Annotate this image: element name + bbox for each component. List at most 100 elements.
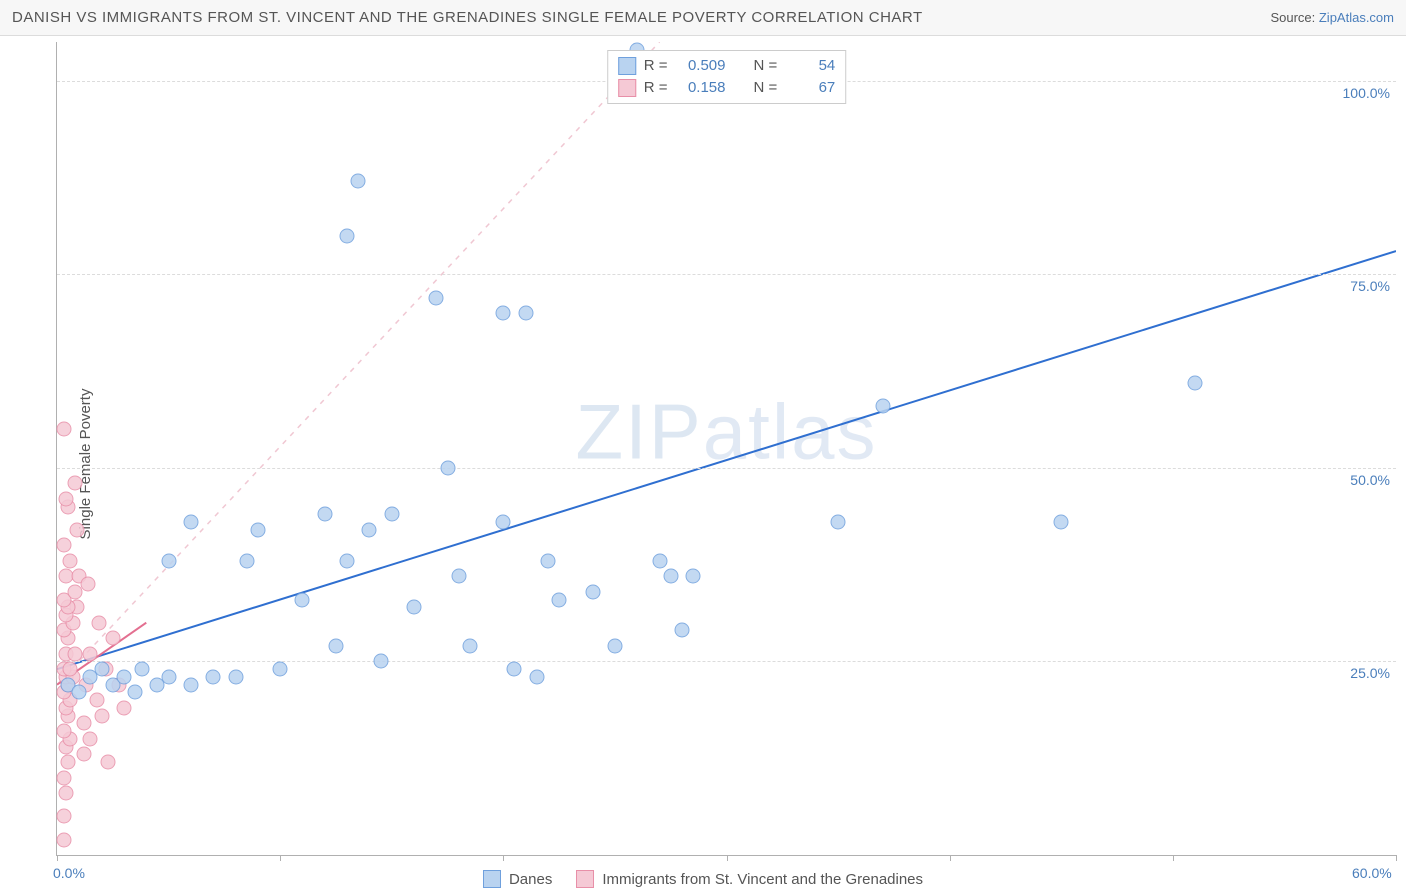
data-point-svg_immigrants: [56, 422, 71, 437]
legend-top: R =0.509N =54R =0.158N =67: [607, 50, 847, 104]
data-point-svg_immigrants: [67, 646, 82, 661]
data-point-svg_immigrants: [67, 476, 82, 491]
legend-R-value: 0.509: [676, 55, 726, 77]
legend-item-immigrants: Immigrants from St. Vincent and the Gren…: [576, 870, 923, 888]
data-point-svg_immigrants: [58, 491, 73, 506]
y-tick-label: 75.0%: [1350, 278, 1390, 294]
y-tick-label: 50.0%: [1350, 472, 1390, 488]
chart-header: DANISH VS IMMIGRANTS FROM ST. VINCENT AN…: [0, 0, 1406, 36]
data-point-danes: [674, 623, 689, 638]
y-tick-label: 25.0%: [1350, 665, 1390, 681]
data-point-danes: [128, 685, 143, 700]
data-point-svg_immigrants: [92, 615, 107, 630]
data-point-danes: [161, 669, 176, 684]
swatch-svg_immigrants: [618, 79, 636, 97]
data-point-svg_immigrants: [81, 577, 96, 592]
data-point-danes: [875, 398, 890, 413]
x-tick: [727, 855, 728, 861]
x-tick: [57, 855, 58, 861]
swatch-immigrants: [576, 870, 594, 888]
legend-label-danes: Danes: [509, 871, 552, 888]
data-point-svg_immigrants: [101, 755, 116, 770]
data-point-danes: [183, 515, 198, 530]
data-point-danes: [831, 515, 846, 530]
x-tick: [1396, 855, 1397, 861]
data-point-svg_immigrants: [56, 538, 71, 553]
data-point-danes: [496, 306, 511, 321]
data-point-danes: [206, 669, 221, 684]
data-point-danes: [451, 569, 466, 584]
data-point-danes: [351, 174, 366, 189]
data-point-danes: [585, 584, 600, 599]
data-point-danes: [686, 569, 701, 584]
legend-top-row-danes: R = 0.509 N = 54: [618, 55, 836, 77]
data-point-danes: [328, 638, 343, 653]
x-tick: [1173, 855, 1174, 861]
data-point-danes: [228, 669, 243, 684]
legend-N-label: N =: [754, 77, 778, 99]
chart-title: DANISH VS IMMIGRANTS FROM ST. VINCENT AN…: [12, 9, 923, 26]
data-point-danes: [94, 662, 109, 677]
data-point-svg_immigrants: [83, 731, 98, 746]
data-point-danes: [1054, 515, 1069, 530]
data-point-danes: [407, 600, 422, 615]
legend-bottom: Danes Immigrants from St. Vincent and th…: [0, 870, 1406, 888]
data-point-svg_immigrants: [61, 755, 76, 770]
y-tick-label: 100.0%: [1343, 85, 1390, 101]
data-point-danes: [72, 685, 87, 700]
data-point-danes: [273, 662, 288, 677]
data-point-danes: [429, 290, 444, 305]
x-tick: [503, 855, 504, 861]
data-point-svg_immigrants: [76, 716, 91, 731]
legend-label-immigrants: Immigrants from St. Vincent and the Gren…: [602, 871, 923, 888]
data-point-svg_immigrants: [56, 809, 71, 824]
data-point-danes: [663, 569, 678, 584]
trend-lines-layer: [57, 42, 1396, 855]
data-point-danes: [250, 522, 265, 537]
data-point-svg_immigrants: [63, 662, 78, 677]
data-point-danes: [362, 522, 377, 537]
x-tick: [950, 855, 951, 861]
data-point-danes: [652, 553, 667, 568]
data-point-svg_immigrants: [76, 747, 91, 762]
data-point-danes: [507, 662, 522, 677]
data-point-danes: [134, 662, 149, 677]
gridline-h: [57, 274, 1396, 275]
data-point-danes: [518, 306, 533, 321]
legend-item-danes: Danes: [483, 870, 552, 888]
data-point-svg_immigrants: [67, 584, 82, 599]
watermark: ZIPatlas: [575, 387, 877, 478]
data-point-svg_immigrants: [83, 646, 98, 661]
data-point-danes: [340, 228, 355, 243]
legend-R-label: R =: [644, 77, 668, 99]
data-point-danes: [496, 515, 511, 530]
legend-R-label: R =: [644, 55, 668, 77]
data-point-danes: [607, 638, 622, 653]
data-point-danes: [295, 592, 310, 607]
legend-N-label: N =: [754, 55, 778, 77]
data-point-danes: [1188, 375, 1203, 390]
data-point-danes: [116, 669, 131, 684]
source-link[interactable]: ZipAtlas.com: [1319, 10, 1394, 25]
source-attribution: Source: ZipAtlas.com: [1270, 10, 1394, 25]
data-point-svg_immigrants: [105, 631, 120, 646]
gridline-h: [57, 661, 1396, 662]
data-point-svg_immigrants: [58, 786, 73, 801]
swatch-danes: [618, 57, 636, 75]
data-point-danes: [373, 654, 388, 669]
data-point-svg_immigrants: [116, 700, 131, 715]
data-point-danes: [529, 669, 544, 684]
data-point-danes: [161, 553, 176, 568]
x-tick: [280, 855, 281, 861]
data-point-danes: [462, 638, 477, 653]
data-point-danes: [540, 553, 555, 568]
legend-N-value: 54: [785, 55, 835, 77]
legend-N-value: 67: [785, 77, 835, 99]
data-point-danes: [440, 460, 455, 475]
data-point-svg_immigrants: [56, 770, 71, 785]
data-point-svg_immigrants: [56, 832, 71, 847]
chart-area: Single Female Poverty ZIPatlas 25.0%50.0…: [0, 36, 1406, 892]
data-point-danes: [183, 677, 198, 692]
data-point-danes: [340, 553, 355, 568]
data-point-svg_immigrants: [70, 522, 85, 537]
